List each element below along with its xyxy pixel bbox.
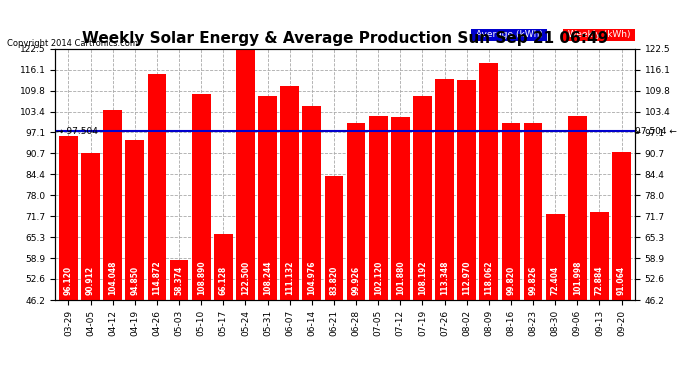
Text: 118.062: 118.062: [484, 261, 493, 295]
Bar: [258, 96, 277, 300]
Bar: [192, 94, 210, 300]
Text: 99.820: 99.820: [506, 266, 515, 295]
Bar: [502, 123, 520, 300]
Bar: [590, 212, 609, 300]
Text: 66.128: 66.128: [219, 266, 228, 295]
Bar: [546, 214, 564, 300]
Text: 91.064: 91.064: [617, 266, 626, 295]
Bar: [346, 123, 366, 300]
Text: 99.826: 99.826: [529, 266, 538, 295]
Text: 72.404: 72.404: [551, 266, 560, 295]
Bar: [457, 80, 476, 300]
Bar: [435, 79, 454, 300]
Text: 101.998: 101.998: [573, 261, 582, 295]
Text: 104.048: 104.048: [108, 261, 117, 295]
Bar: [236, 49, 255, 300]
Bar: [413, 96, 432, 300]
Text: 114.872: 114.872: [152, 260, 161, 295]
Text: 104.976: 104.976: [307, 261, 316, 295]
Bar: [170, 260, 188, 300]
Bar: [81, 153, 100, 300]
Text: 108.192: 108.192: [418, 261, 427, 295]
Text: 97.504 ←: 97.504 ←: [635, 126, 677, 135]
Bar: [280, 86, 299, 300]
Bar: [368, 116, 388, 300]
Text: 90.912: 90.912: [86, 266, 95, 295]
Text: Weekly (kWh): Weekly (kWh): [565, 30, 633, 39]
Bar: [324, 176, 344, 300]
Text: 113.348: 113.348: [440, 261, 449, 295]
Bar: [214, 234, 233, 300]
Bar: [148, 74, 166, 300]
Bar: [302, 106, 322, 300]
Bar: [524, 123, 542, 300]
Bar: [612, 152, 631, 300]
Text: 102.120: 102.120: [374, 261, 383, 295]
Text: 96.120: 96.120: [64, 266, 73, 295]
Bar: [126, 140, 144, 300]
Text: 58.374: 58.374: [175, 266, 184, 295]
Bar: [59, 136, 78, 300]
Text: 94.850: 94.850: [130, 266, 139, 295]
Text: 112.970: 112.970: [462, 261, 471, 295]
Bar: [391, 117, 410, 300]
Bar: [568, 116, 586, 300]
Text: 72.884: 72.884: [595, 266, 604, 295]
Text: 111.132: 111.132: [285, 261, 294, 295]
Text: 108.890: 108.890: [197, 260, 206, 295]
Text: Copyright 2014 Cartronics.com: Copyright 2014 Cartronics.com: [7, 39, 138, 48]
Text: Average (kWh): Average (kWh): [473, 30, 545, 39]
Bar: [480, 63, 498, 300]
Text: 108.244: 108.244: [263, 261, 272, 295]
Text: 99.926: 99.926: [352, 266, 361, 295]
Title: Weekly Solar Energy & Average Production Sun Sep 21 06:49: Weekly Solar Energy & Average Production…: [82, 31, 608, 46]
Bar: [104, 110, 122, 300]
Text: 122.500: 122.500: [241, 261, 250, 295]
Text: 101.880: 101.880: [396, 260, 405, 295]
Text: 83.820: 83.820: [329, 266, 338, 295]
Text: → 97.504: → 97.504: [57, 126, 98, 135]
